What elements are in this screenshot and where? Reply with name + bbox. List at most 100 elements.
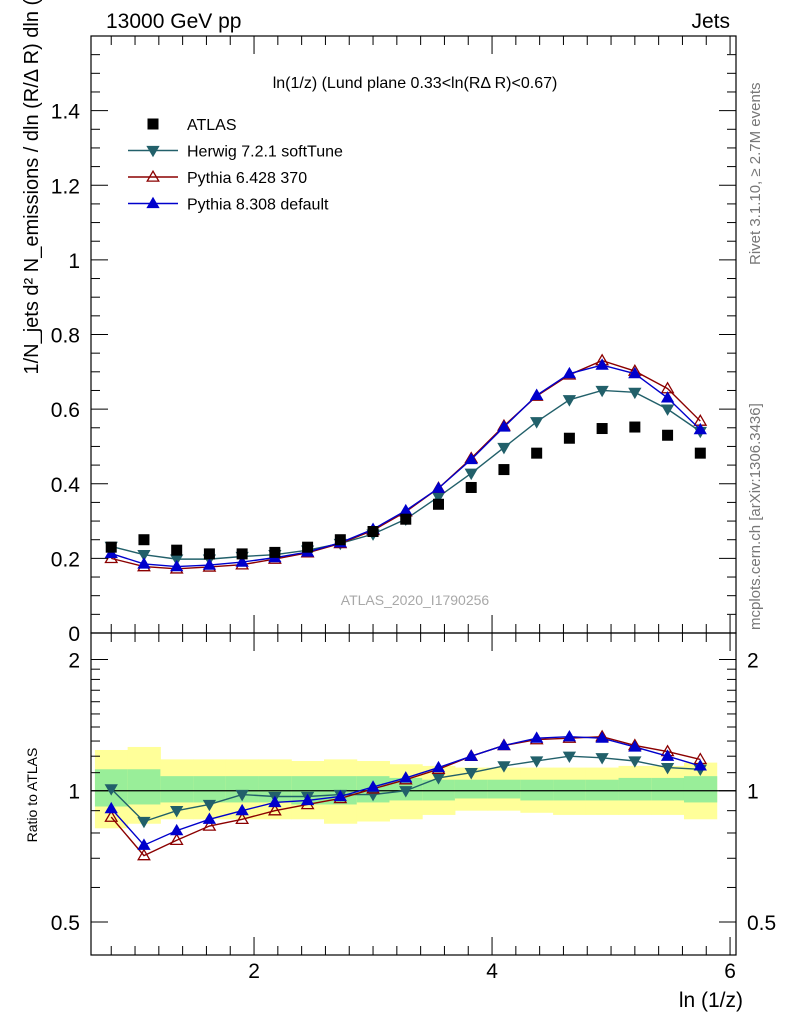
rivet-version-label: Rivet 3.1.10, ≥ 2.7M events bbox=[747, 83, 764, 266]
ratio-tick-label-right: 0.5 bbox=[747, 912, 776, 935]
y-tick-label: 0.2 bbox=[51, 548, 80, 571]
uncertainty-band-inner bbox=[585, 779, 620, 801]
y-tick-label: 0.8 bbox=[51, 325, 80, 348]
y-tick-label: 0.6 bbox=[51, 399, 80, 422]
ratio-point-pythia-6-428-370 bbox=[137, 848, 151, 861]
ratio-point-herwig-7-2-1-softtune bbox=[235, 789, 249, 802]
ratio-point-pythia-8-308-default bbox=[628, 740, 642, 752]
ratio-point-pythia-8-308-default bbox=[399, 771, 413, 783]
ratio-point-herwig-7-2-1-softtune bbox=[399, 786, 413, 798]
ratio-point-herwig-7-2-1-softtune bbox=[464, 768, 478, 780]
data-point-atlas bbox=[236, 548, 248, 560]
data-point-atlas bbox=[105, 541, 117, 553]
ratio-point-herwig-7-2-1-softtune bbox=[595, 753, 609, 765]
ratio-point-herwig-7-2-1-softtune bbox=[562, 751, 577, 763]
uncertainty-band-inner bbox=[618, 777, 652, 801]
ratio-tick-label-left: 0.5 bbox=[51, 912, 80, 935]
uncertainty-band-inner bbox=[454, 779, 489, 799]
data-point-pythia-8-308-default bbox=[530, 388, 544, 400]
y-tick-label: 0 bbox=[68, 623, 80, 646]
y-tick-label: 0.4 bbox=[51, 474, 81, 497]
legend: ATLAS Herwig 7.2.1 softTune Pythia 6.428 3… bbox=[128, 117, 343, 214]
ratio-point-pythia-8-308-default bbox=[497, 738, 511, 751]
ratio-point-herwig-7-2-1-softtune bbox=[170, 806, 184, 818]
ratio-y-axis-label: Ratio to ATLAS bbox=[24, 748, 40, 843]
data-point-pythia-8-308-default bbox=[137, 557, 151, 569]
data-point-herwig-7-2-1-softtune bbox=[137, 550, 151, 562]
data-point-pythia-8-308-default bbox=[595, 358, 609, 370]
legend-label-pythia-8-308-default: Pythia 8.308 default bbox=[187, 197, 329, 214]
ratio-tick-label-left: 1 bbox=[68, 781, 80, 804]
data-point-atlas bbox=[694, 447, 706, 459]
data-point-pythia-8-308-default bbox=[202, 558, 217, 570]
ratio-point-pythia-8-308-default bbox=[595, 731, 609, 743]
data-point-pythia-8-308-default bbox=[399, 503, 413, 516]
data-point-atlas bbox=[465, 481, 477, 493]
ratio-point-pythia-8-308-default bbox=[660, 749, 675, 761]
ratio-point-pythia-6-428-370 bbox=[169, 833, 184, 845]
legend-marker-pythia-6-428-370 bbox=[146, 169, 160, 182]
analysis-label: ATLAS_2020_I1790256 bbox=[341, 592, 490, 608]
ratio-point-pythia-8-308-default bbox=[693, 759, 707, 771]
series-line-pythia-6-428-370 bbox=[111, 359, 701, 570]
legend-marker-herwig-7-2-1-softtune bbox=[146, 145, 160, 158]
data-point-herwig-7-2-1-softtune bbox=[562, 395, 577, 407]
header-jets-label: Jets bbox=[691, 10, 730, 33]
uncertainty-band-inner bbox=[487, 779, 521, 799]
uncertainty-band-inner bbox=[127, 769, 161, 805]
data-point-pythia-8-308-default bbox=[464, 452, 478, 465]
x-tick-label: 2 bbox=[248, 960, 260, 983]
ratio-point-herwig-7-2-1-softtune bbox=[202, 799, 217, 812]
legend-label-pythia-6-428-370: Pythia 6.428 370 bbox=[187, 170, 307, 187]
legend-marker-atlas bbox=[147, 118, 159, 130]
data-point-atlas bbox=[629, 421, 641, 433]
data-point-herwig-7-2-1-softtune bbox=[628, 387, 642, 400]
series-line-pythia-8-308-default bbox=[111, 364, 701, 568]
main-y-axis-label: 1/N_jets d² N_emissions / dln (R/Δ R) dl… bbox=[21, 0, 43, 375]
plot-title: ln(1/z) (Lund plane 0.33<ln(RΔ R)<0.67) bbox=[273, 75, 558, 92]
x-axis-label: ln (1/z) bbox=[679, 989, 743, 1012]
data-point-herwig-7-2-1-softtune bbox=[497, 442, 511, 455]
ratio-point-pythia-6-428-370 bbox=[235, 812, 250, 825]
data-point-atlas bbox=[269, 546, 281, 558]
ratio-point-pythia-8-308-default bbox=[137, 838, 151, 850]
data-point-pythia-8-308-default bbox=[235, 555, 249, 567]
ratio-tick-label-right: 1 bbox=[747, 781, 759, 804]
y-tick-label: 1.4 bbox=[51, 101, 81, 124]
series-line-herwig-7-2-1-softtune bbox=[111, 389, 701, 560]
ratio-point-pythia-8-308-default bbox=[300, 793, 315, 806]
ratio-tick-label-left: 2 bbox=[68, 649, 80, 672]
ratio-point-herwig-7-2-1-softtune bbox=[497, 761, 511, 773]
data-point-herwig-7-2-1-softtune bbox=[595, 385, 609, 398]
data-point-atlas bbox=[498, 464, 510, 476]
ratio-frame bbox=[90, 632, 737, 956]
ratio-point-pythia-8-308-default bbox=[366, 780, 380, 792]
ratio-point-pythia-8-308-default bbox=[464, 749, 478, 761]
data-point-atlas bbox=[367, 526, 379, 538]
ratio-point-pythia-8-308-default bbox=[562, 729, 577, 742]
x-tick-label: 4 bbox=[486, 960, 498, 983]
mcplots-label: mcplots.cern.ch [arXiv:1306.3436] bbox=[747, 403, 764, 630]
data-point-atlas bbox=[563, 432, 575, 444]
uncertainty-band-inner bbox=[193, 776, 227, 803]
data-point-atlas bbox=[432, 498, 444, 510]
data-point-pythia-8-308-default bbox=[170, 559, 184, 572]
ratio-point-herwig-7-2-1-softtune bbox=[660, 762, 675, 775]
ratio-point-pythia-8-308-default bbox=[268, 795, 282, 808]
ratio-point-herwig-7-2-1-softtune bbox=[628, 756, 642, 768]
data-point-pythia-8-308-default bbox=[497, 420, 511, 432]
data-point-atlas bbox=[302, 541, 314, 553]
x-tick-label: 6 bbox=[724, 960, 736, 983]
ratio-point-pythia-6-428-370 bbox=[267, 803, 282, 816]
data-point-pythia-8-308-default bbox=[693, 422, 707, 435]
ratio-point-pythia-8-308-default bbox=[431, 760, 446, 773]
ratio-point-pythia-8-308-default bbox=[104, 801, 118, 814]
uncertainty-band-inner bbox=[160, 776, 194, 803]
data-point-pythia-8-308-default bbox=[628, 366, 642, 379]
data-point-atlas bbox=[138, 534, 150, 546]
y-tick-label: 1 bbox=[68, 250, 80, 273]
header-energy-label: 13000 GeV pp bbox=[106, 10, 241, 33]
ratio-point-pythia-8-308-default bbox=[235, 803, 249, 816]
ratio-point-pythia-8-308-default bbox=[333, 789, 347, 802]
